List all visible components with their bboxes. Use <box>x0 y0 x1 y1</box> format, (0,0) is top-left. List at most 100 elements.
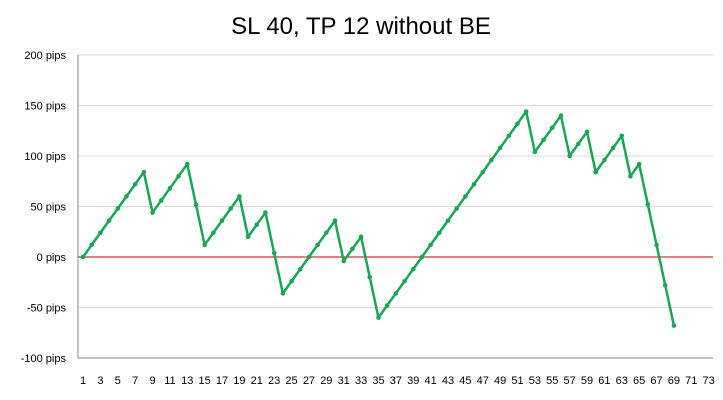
data-point <box>376 315 381 320</box>
y-tick-labels: -100 pips -50 pips 0 pips 50 pips 100 pips 15… <box>21 50 67 365</box>
data-point <box>506 133 512 139</box>
x-tick-label: 51 <box>511 375 523 387</box>
data-point <box>306 254 312 260</box>
data-point <box>671 323 677 328</box>
data-point <box>402 278 407 284</box>
data-point <box>436 230 442 236</box>
data-point <box>132 181 138 187</box>
data-point <box>358 234 364 240</box>
x-tick-label: 55 <box>546 375 558 387</box>
data-point <box>610 145 616 151</box>
data-point <box>245 234 251 240</box>
data-point <box>158 198 164 203</box>
x-tick-label: 33 <box>355 375 367 387</box>
data-point <box>324 230 329 236</box>
data-point <box>184 161 190 167</box>
data-point <box>454 206 459 211</box>
x-tick-label: 3 <box>97 375 103 387</box>
data-point <box>636 161 642 167</box>
data-point <box>384 303 390 308</box>
x-tick-label: 69 <box>668 375 680 387</box>
y-tick-label: 150 pips <box>24 101 66 113</box>
data-point <box>315 242 320 248</box>
data-point <box>619 133 625 139</box>
data-point <box>367 274 373 280</box>
x-tick-label: 67 <box>650 375 662 387</box>
data-point <box>523 109 529 114</box>
data-point <box>80 254 86 260</box>
data-point <box>297 266 303 272</box>
x-tick-label: 43 <box>442 375 454 387</box>
data-point <box>419 254 425 260</box>
x-tick-label: 13 <box>181 375 193 387</box>
y-tick-label: 100 pips <box>24 151 66 163</box>
data-point <box>602 157 607 163</box>
data-point <box>341 258 347 264</box>
x-tick-label: 37 <box>390 375 402 387</box>
x-tick-label: 59 <box>581 375 593 387</box>
data-point <box>532 149 538 155</box>
data-point <box>567 153 572 159</box>
data-point <box>393 291 399 296</box>
data-point <box>480 169 486 175</box>
y-tick-label: -100 pips <box>21 353 67 365</box>
x-tick-label: 27 <box>303 375 315 387</box>
data-point <box>497 145 503 151</box>
x-tick-label: 71 <box>685 375 697 387</box>
data-point <box>150 210 155 215</box>
x-tick-label: 41 <box>424 375 436 387</box>
data-point <box>254 222 260 227</box>
x-tick-label: 25 <box>285 375 297 387</box>
data-point <box>211 230 216 236</box>
data-point <box>124 194 129 199</box>
y-tick-label: -50 pips <box>27 303 67 315</box>
x-tick-label: 5 <box>115 375 121 387</box>
x-tick-label: 23 <box>268 375 280 387</box>
x-tick-label: 53 <box>529 375 541 387</box>
x-tick-label: 15 <box>199 375 211 387</box>
x-tick-label: 45 <box>459 375 471 387</box>
data-point <box>219 218 225 223</box>
data-point <box>289 278 294 284</box>
x-tick-label: 73 <box>703 375 715 387</box>
data-point <box>176 173 181 179</box>
data-point <box>332 218 338 223</box>
x-tick-label: 39 <box>407 375 419 387</box>
x-tick-label: 29 <box>320 375 332 387</box>
data-point <box>98 230 103 236</box>
chart-title: SL 40, TP 12 without BE <box>231 13 491 40</box>
data-point <box>280 291 286 296</box>
x-tick-label: 61 <box>598 375 610 387</box>
x-tick-labels: 1 3 5 7 9 11 13 15 17 19 21 23 25 27 29 31 33 35 37 39 41 43 4… <box>80 375 715 387</box>
x-tick-label: 7 <box>132 375 138 387</box>
x-tick-label: 9 <box>149 375 155 387</box>
data-point <box>628 173 633 179</box>
data-point <box>167 186 173 191</box>
data-point <box>271 250 277 256</box>
data-point <box>645 202 651 207</box>
x-tick-label: 65 <box>633 375 645 387</box>
data-point <box>410 266 416 272</box>
data-point <box>350 246 355 252</box>
x-tick-label: 11 <box>164 375 175 387</box>
x-tick-label: 21 <box>251 375 263 387</box>
data-point <box>237 194 242 199</box>
data-point <box>445 218 451 223</box>
data-point <box>141 169 147 175</box>
data-point <box>115 206 121 211</box>
data-point <box>263 210 268 215</box>
data-point <box>106 218 112 223</box>
data-point <box>654 242 659 248</box>
data-point <box>541 137 546 143</box>
y-tick-label: 0 pips <box>37 252 67 264</box>
data-point <box>202 242 207 248</box>
data-point <box>593 169 599 175</box>
data-point <box>662 282 668 288</box>
data-point <box>549 125 555 131</box>
data-point <box>515 121 520 126</box>
data-point <box>463 194 468 199</box>
data-point <box>558 113 564 118</box>
x-tick-label: 19 <box>233 375 245 387</box>
data-point <box>576 141 581 147</box>
y-tick-label: 50 pips <box>31 202 67 214</box>
